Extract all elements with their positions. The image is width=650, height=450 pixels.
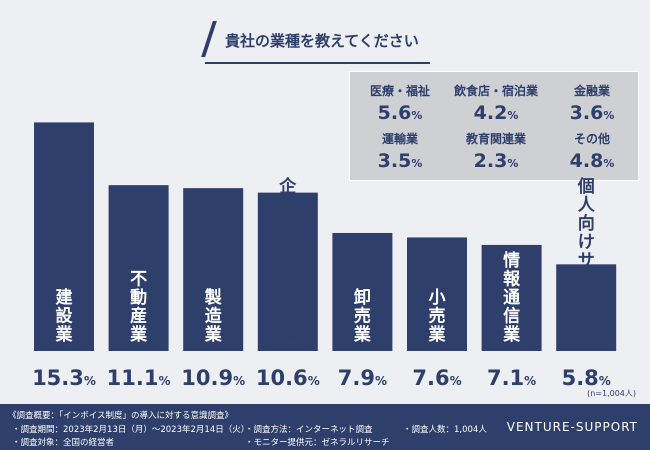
others-label: その他 — [573, 132, 610, 146]
others-label: 運輸業 — [381, 132, 418, 146]
others-value: 4.2% — [473, 102, 519, 124]
others-item: 運輸業 3.5% — [352, 130, 448, 172]
bar-category-label: 小売業 — [429, 288, 446, 345]
others-item: 教育関連業 2.3% — [448, 130, 544, 172]
others-box: 医療・福祉 5.6% 飲食店・宿泊業 4.2% 金融業 3.6% 運輸業 3.5… — [349, 71, 639, 181]
bar-value-label: 5.8% — [562, 366, 611, 390]
footer-target: ・調査対象：全国の経営者 — [12, 438, 115, 448]
title-underline — [205, 62, 430, 64]
bar-value-label: 7.1% — [487, 366, 536, 390]
bar — [257, 192, 318, 351]
others-label: 教育関連業 — [465, 132, 526, 146]
others-item: その他 4.8% — [544, 130, 640, 172]
others-value: 4.8% — [569, 150, 615, 172]
bar-value-label: 10.9% — [181, 366, 245, 390]
footer-provider: ・モニター提供元：ゼネラルリサーチ — [245, 438, 390, 448]
bar-value-label: 7.9% — [338, 366, 387, 390]
bar-category-label: 企業向けサービス業 — [278, 176, 297, 345]
page-title: 貴社の業種を教えてください — [225, 32, 419, 50]
bar — [332, 232, 393, 351]
others-value: 5.6% — [377, 102, 423, 124]
bar-value-label: 11.1% — [107, 366, 171, 390]
bar — [183, 188, 244, 351]
bar-category-label: 情報通信業 — [503, 250, 521, 345]
title-area: 貴社の業種を教えてください — [201, 18, 430, 64]
others-item: 飲食店・宿泊業 4.2% — [448, 82, 544, 124]
bar-value-label: 7.6% — [412, 366, 461, 390]
bar-category-label: 個人向けサービス業 — [577, 176, 596, 345]
brand-logo-text: VENTURE-SUPPORT — [506, 420, 638, 434]
bar-value-label: 15.3% — [32, 366, 96, 390]
sample-size-note: (n=1,004人) — [587, 389, 636, 398]
bar — [407, 237, 467, 351]
footer-count: ・調査人数：1,004人 — [403, 425, 487, 435]
bar — [34, 122, 94, 352]
bar-category-label: 卸売業 — [354, 287, 371, 345]
bar-category-label: 建設業 — [56, 287, 74, 345]
others-value: 3.6% — [569, 102, 615, 124]
others-label: 金融業 — [573, 84, 610, 98]
others-value: 3.5% — [377, 150, 423, 172]
footer-heading: 《調査概要：「インボイス制度」の導入に対する意識調査》 — [8, 411, 233, 421]
others-label: 医療・福祉 — [369, 84, 430, 98]
footer-period: ・調査期間：2023年2月13日（月）〜2023年2月14日（火） — [12, 425, 250, 435]
others-value: 2.3% — [473, 150, 519, 172]
bar — [108, 185, 169, 351]
others-label: 飲食店・宿泊業 — [453, 84, 538, 98]
footer-method: ・調査方法：インターネット調査 — [245, 425, 373, 435]
others-item: 金融業 3.6% — [544, 82, 640, 124]
bar-category-label: 製造業 — [204, 287, 223, 345]
bar-value-label: 10.6% — [256, 366, 320, 390]
survey-footer: 《調査概要：「インボイス制度」の導入に対する意識調査》 ・調査期間：2023年2… — [0, 404, 650, 450]
bar — [481, 244, 542, 351]
others-item: 医療・福祉 5.6% — [352, 82, 448, 124]
bar-category-label: 不動産業 — [130, 270, 147, 346]
bar — [556, 264, 617, 351]
